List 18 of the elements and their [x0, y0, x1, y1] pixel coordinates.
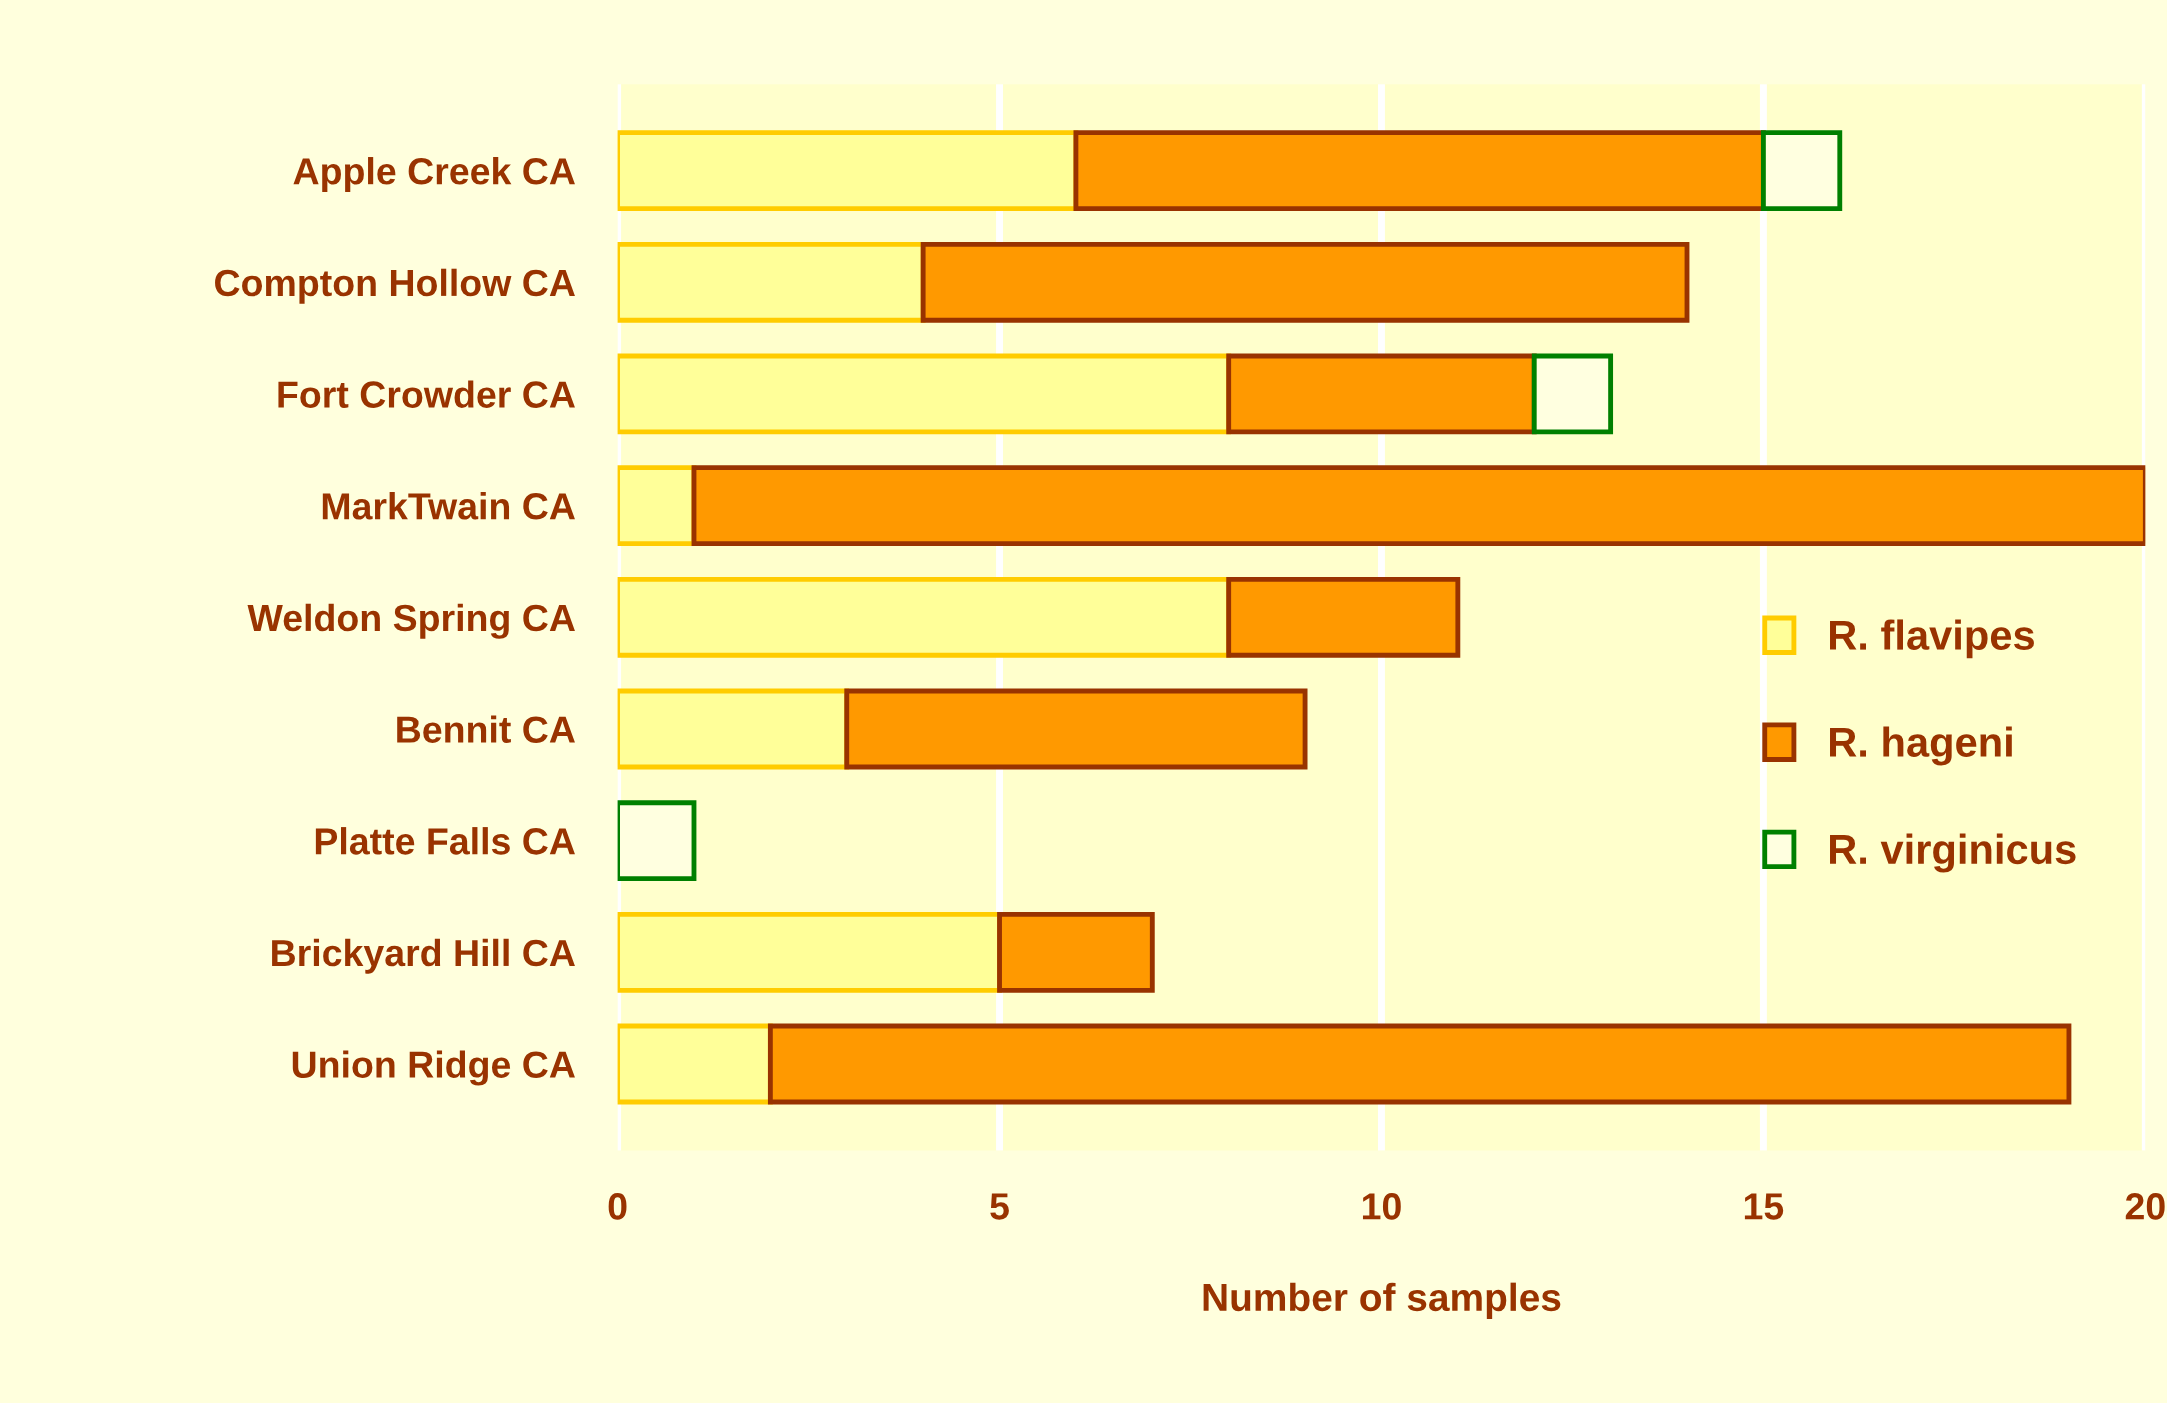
- y-tick-label: Brickyard Hill CA: [272, 938, 575, 974]
- y-tick-label: MarkTwain CA: [322, 492, 575, 520]
- y-tick-label: Union Ridge CA: [292, 1050, 575, 1086]
- x-axis-title: Number of samples: [1203, 1282, 1561, 1319]
- x-tick-label: 20: [2125, 1193, 2165, 1220]
- legend-label: R. virginicus: [1830, 833, 2076, 873]
- x-tick-label: 15: [1744, 1193, 1784, 1220]
- y-tick-label: Apple Creek CA: [293, 157, 575, 192]
- y-tick-label: Platte Falls CA: [315, 827, 575, 855]
- y-tick-label: Weldon Spring CA: [247, 603, 575, 639]
- x-tick-label: 10: [1362, 1193, 1401, 1220]
- y-tick-label: Compton Hollow CA: [215, 268, 575, 304]
- x-tick-label: 0: [608, 1193, 627, 1220]
- y-tick-label: Bennit CA: [397, 715, 575, 743]
- legend-label: R. hageni: [1830, 726, 2012, 766]
- x-tick-label: 5: [990, 1193, 1009, 1220]
- legend-label: R. flavipes: [1830, 619, 2034, 659]
- y-tick-label: Fort Crowder CA: [278, 380, 575, 408]
